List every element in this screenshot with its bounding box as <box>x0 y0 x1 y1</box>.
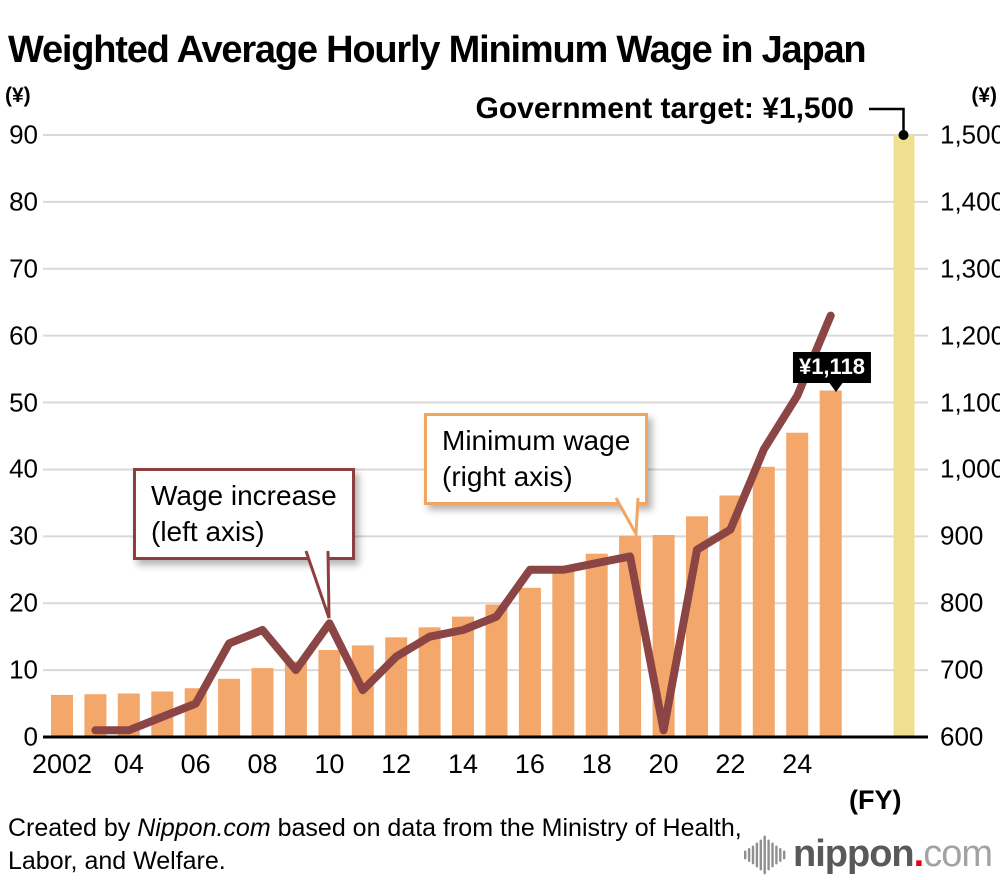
left-axis-tick-60: 60 <box>9 320 38 351</box>
right-axis-tick-1100: 1,100 <box>940 387 1000 418</box>
right-axis-tick-1300: 1,300 <box>940 253 1000 284</box>
wage-increase-callout-line2: (left axis) <box>151 515 265 547</box>
wage-increase-line <box>91 311 835 735</box>
minimum-wage-callout: Minimum wage (right axis) <box>424 413 649 505</box>
waveform-icon <box>744 835 786 874</box>
source-note-rest: based on data from the Ministry of Healt… <box>270 814 742 842</box>
right-axis-tick-800: 800 <box>940 587 984 618</box>
minimum-wage-bar-fy2014 <box>452 616 474 737</box>
minimum-wage-callout-line2: (right axis) <box>442 460 573 492</box>
source-note-brand: Nippon.com <box>137 814 271 842</box>
right-axis-tick-600: 600 <box>940 721 984 752</box>
wage-increase-callout-line1: Wage increase <box>151 480 337 511</box>
x-axis-tick-12: 12 <box>381 749 412 779</box>
minimum-wage-bar-fy2022 <box>719 495 742 737</box>
minimum-wage-bar-fy2024 <box>786 432 809 737</box>
minimum-wage-bar-fy2015 <box>485 604 508 737</box>
wage-increase-callout: Wage increase (left axis) <box>133 468 355 560</box>
minimum-wage-callout-line1: Minimum wage <box>442 425 631 456</box>
left-axis-tick-10: 10 <box>9 654 38 685</box>
right-axis-tick-1400: 1,400 <box>940 186 1000 217</box>
right-axis-tick-1500: 1,500 <box>940 119 1000 150</box>
right-axis-tick-700: 700 <box>940 654 984 685</box>
minimum-wage-bar-fy2023 <box>752 466 775 737</box>
left-axis-tick-90: 90 <box>9 119 38 150</box>
x-axis-unit-label: (FY) <box>849 785 902 815</box>
x-axis-tick-06: 06 <box>180 749 211 779</box>
minimum-wage-bar-fy2002 <box>51 694 73 737</box>
left-axis-tick-20: 20 <box>9 587 38 618</box>
left-axis-tick-0: 0 <box>23 721 38 752</box>
x-axis-tick-16: 16 <box>514 749 545 779</box>
logo-tld-text: com <box>923 833 993 875</box>
nippon-logo: nippon.com <box>744 833 993 876</box>
minimum-wage-bar-fy2017 <box>552 571 575 737</box>
left-axis-tick-50: 50 <box>9 387 38 418</box>
government-target-label: Government target: ¥1,500 <box>475 92 854 125</box>
logo-dot: . <box>913 833 925 875</box>
logo-brand-text: nippon <box>793 833 915 875</box>
x-axis-tick-22: 22 <box>715 749 746 779</box>
minimum-wage-bar-fy2007 <box>218 678 241 737</box>
government-target-bar <box>893 135 915 737</box>
right-axis-tick-1200: 1,200 <box>940 320 1000 351</box>
minimum-wage-bar-fy2016 <box>518 587 541 737</box>
logo-wordmark: nippon.com <box>793 833 993 876</box>
x-axis-tick-14: 14 <box>448 749 479 779</box>
source-note-prefix: Created by <box>8 814 138 842</box>
right-axis-tick-1000: 1,000 <box>940 453 1000 484</box>
minimum-wage-bar-fy2009 <box>284 661 307 737</box>
minimum-wage-bar-fy2008 <box>251 668 274 737</box>
latest-value-callout: ¥1,118 <box>792 352 872 383</box>
minimum-wage-bar-fy2010 <box>318 650 341 737</box>
right-axis-unit: (¥) <box>971 84 997 107</box>
x-axis-tick-20: 20 <box>648 749 679 779</box>
chart-title: Weighted Average Hourly Minimum Wage in … <box>8 29 867 72</box>
right-axis-tick-900: 900 <box>940 520 984 551</box>
x-axis-tick-10: 10 <box>314 749 345 779</box>
left-axis-tick-80: 80 <box>9 186 38 217</box>
minimum-wage-bar-fy2018 <box>585 553 608 737</box>
source-note: Created by Nippon.com based on data from… <box>8 812 742 878</box>
source-note-line2: Labor, and Welfare. <box>8 847 226 875</box>
minimum-wage-bar-fy2025 <box>819 390 842 737</box>
left-axis-tick-40: 40 <box>9 453 38 484</box>
latest-value-callout-pointer <box>828 381 844 392</box>
left-axis-tick-30: 30 <box>9 520 38 551</box>
x-axis-tick-18: 18 <box>581 749 612 779</box>
x-axis-tick-2002: 2002 <box>31 749 93 779</box>
x-axis-tick-04: 04 <box>113 749 144 779</box>
left-axis-tick-70: 70 <box>9 253 38 284</box>
x-axis-tick-24: 24 <box>782 749 813 779</box>
minimum-wage-bar-fy2013 <box>418 627 441 737</box>
x-axis-tick-08: 08 <box>247 749 278 779</box>
left-axis-unit: (¥) <box>5 84 31 107</box>
